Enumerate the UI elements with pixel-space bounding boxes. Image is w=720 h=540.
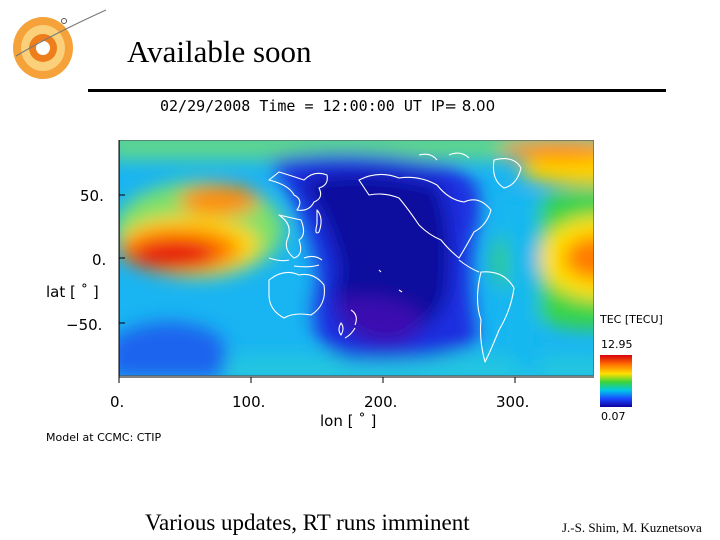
footer-text: Various updates, RT runs imminent [145,510,470,535]
x-axis-title: lon [ ˚ ] [320,412,377,430]
sun-logo-icon [13,9,107,79]
x-tick-label: 100. [232,393,266,411]
colorbar-min-label: 0.07 [601,410,626,423]
colorbar [600,355,632,407]
y-tick-label: 0. [92,251,107,269]
y-tick-label: −50. [66,316,103,334]
x-tick-label: 200. [364,393,398,411]
colorbar-max-label: 12.95 [601,338,633,351]
plot-header-time: 02/29/2008 Time = 12:00:00 UT [160,97,422,115]
x-tick-label: 300. [496,393,530,411]
x-tick-label: 0. [110,393,125,411]
plot-header-ip: IP= 8.00 [430,97,496,115]
axes-ticks [118,140,594,383]
slide-title: Available soon [127,34,312,69]
plot-header: 02/29/2008 Time = 12:00:00 UT IP= 8.00 [160,97,495,115]
model-credit: Model at CCMC: CTIP [46,431,162,444]
tec-heatmap [119,140,594,376]
colorbar-title: TEC [TECU] [600,313,663,326]
title-divider [88,89,666,92]
author-credit: J.-S. Shim, M. Kuznetsova [562,520,702,535]
y-tick-label: 50. [80,187,104,205]
y-axis-title: lat [ ˚ ] [46,283,99,301]
